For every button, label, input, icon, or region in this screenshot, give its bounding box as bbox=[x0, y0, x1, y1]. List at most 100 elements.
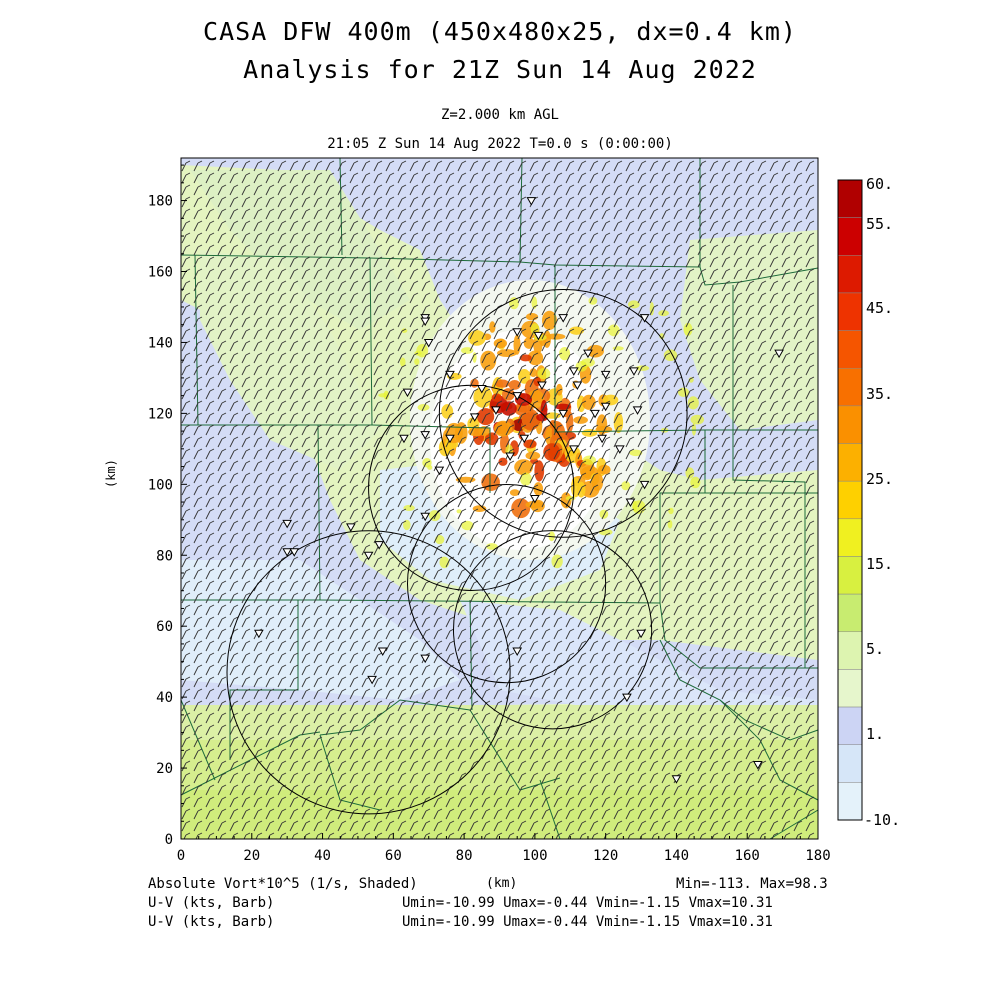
wind-barb bbox=[637, 184, 647, 196]
wind-barb bbox=[277, 340, 287, 352]
wind-barb bbox=[481, 520, 491, 532]
wind-barb bbox=[205, 568, 215, 580]
wind-barb bbox=[649, 460, 659, 472]
wind-barb bbox=[217, 220, 227, 232]
wind-barb bbox=[769, 256, 779, 268]
wind-barb bbox=[289, 508, 299, 520]
wind-barb bbox=[577, 676, 587, 688]
wind-barb bbox=[769, 676, 779, 688]
wind-barb bbox=[745, 628, 755, 640]
wind-barb bbox=[397, 652, 407, 664]
wind-barb bbox=[193, 532, 203, 544]
wind-barb bbox=[649, 364, 659, 376]
wind-barb bbox=[289, 196, 299, 208]
wind-barb bbox=[217, 628, 227, 640]
wind-barb bbox=[433, 412, 443, 424]
wind-barb bbox=[697, 400, 707, 412]
wind-barb bbox=[697, 364, 707, 376]
wind-barb bbox=[373, 400, 383, 412]
wind-barb bbox=[625, 316, 635, 328]
wind-barb bbox=[181, 712, 191, 724]
wind-barb bbox=[781, 640, 791, 652]
wind-barb bbox=[325, 676, 335, 688]
wind-barb bbox=[577, 208, 587, 220]
vorticity-blob bbox=[519, 354, 532, 362]
wind-barb bbox=[649, 412, 659, 424]
wind-barb bbox=[313, 556, 323, 568]
wind-barb bbox=[193, 592, 203, 604]
wind-barb bbox=[493, 352, 503, 364]
wind-barb bbox=[241, 268, 251, 280]
wind-barb bbox=[625, 748, 635, 760]
wind-barb bbox=[373, 664, 383, 676]
wind-barb bbox=[301, 376, 311, 388]
wind-barb bbox=[349, 400, 359, 412]
wind-barb bbox=[721, 484, 731, 496]
wind-barb bbox=[397, 796, 407, 808]
vorticity-blob bbox=[582, 455, 596, 465]
wind-barb bbox=[805, 520, 815, 532]
wind-barb bbox=[325, 760, 335, 772]
colorbar-swatch bbox=[837, 744, 863, 783]
wind-barb bbox=[745, 604, 755, 616]
wind-barb bbox=[433, 616, 443, 628]
wind-barb bbox=[469, 784, 479, 796]
wind-barb bbox=[685, 556, 695, 568]
wind-barb bbox=[529, 508, 539, 520]
wind-barb bbox=[541, 676, 551, 688]
wind-barb bbox=[301, 772, 311, 784]
wind-barb bbox=[793, 364, 803, 376]
wind-barb bbox=[397, 196, 407, 208]
wind-barb bbox=[181, 748, 191, 760]
wind-barb bbox=[217, 280, 227, 292]
wind-barb bbox=[421, 820, 431, 832]
wind-barb bbox=[685, 256, 695, 268]
wind-barb bbox=[781, 280, 791, 292]
wind-barb bbox=[229, 820, 239, 832]
wind-barb bbox=[733, 256, 743, 268]
wind-barb bbox=[793, 280, 803, 292]
wind-barb bbox=[409, 808, 419, 820]
wind-barb bbox=[469, 736, 479, 748]
wind-barb bbox=[373, 172, 383, 184]
wind-barb bbox=[649, 556, 659, 568]
wind-barb bbox=[217, 256, 227, 268]
wind-barb bbox=[457, 808, 467, 820]
wind-barb bbox=[759, 832, 767, 839]
wind-barb bbox=[781, 664, 791, 676]
wind-barb bbox=[553, 628, 563, 640]
wind-barb bbox=[409, 712, 419, 724]
wind-barb bbox=[481, 556, 491, 568]
wind-barb bbox=[685, 652, 695, 664]
wind-barb bbox=[625, 172, 635, 184]
wind-barb bbox=[229, 460, 239, 472]
wind-barb bbox=[325, 268, 335, 280]
wind-barb bbox=[217, 496, 227, 508]
wind-barb bbox=[385, 316, 395, 328]
wind-barb bbox=[709, 292, 719, 304]
wind-barb bbox=[565, 376, 575, 388]
wind-barb bbox=[421, 220, 431, 232]
wind-barb bbox=[697, 244, 707, 256]
wind-barb bbox=[193, 736, 203, 748]
wind-barb bbox=[745, 700, 755, 712]
wind-barb bbox=[313, 328, 323, 340]
wind-barb bbox=[205, 448, 215, 460]
wind-barb bbox=[793, 484, 803, 496]
wind-barb bbox=[793, 256, 803, 268]
wind-barb bbox=[613, 316, 623, 328]
wind-barb bbox=[229, 556, 239, 568]
wind-barb bbox=[781, 520, 791, 532]
wind-barb bbox=[769, 424, 779, 436]
wind-barb bbox=[589, 556, 599, 568]
wind-barb bbox=[289, 412, 299, 424]
wind-barb bbox=[409, 160, 419, 172]
wind-barb bbox=[529, 172, 539, 184]
wind-barb bbox=[745, 664, 755, 676]
wind-barb bbox=[301, 328, 311, 340]
wind-barb bbox=[781, 496, 791, 508]
wind-barb bbox=[529, 628, 539, 640]
wind-barb bbox=[469, 544, 479, 556]
wind-barb bbox=[229, 568, 239, 580]
wind-barb bbox=[205, 580, 215, 592]
